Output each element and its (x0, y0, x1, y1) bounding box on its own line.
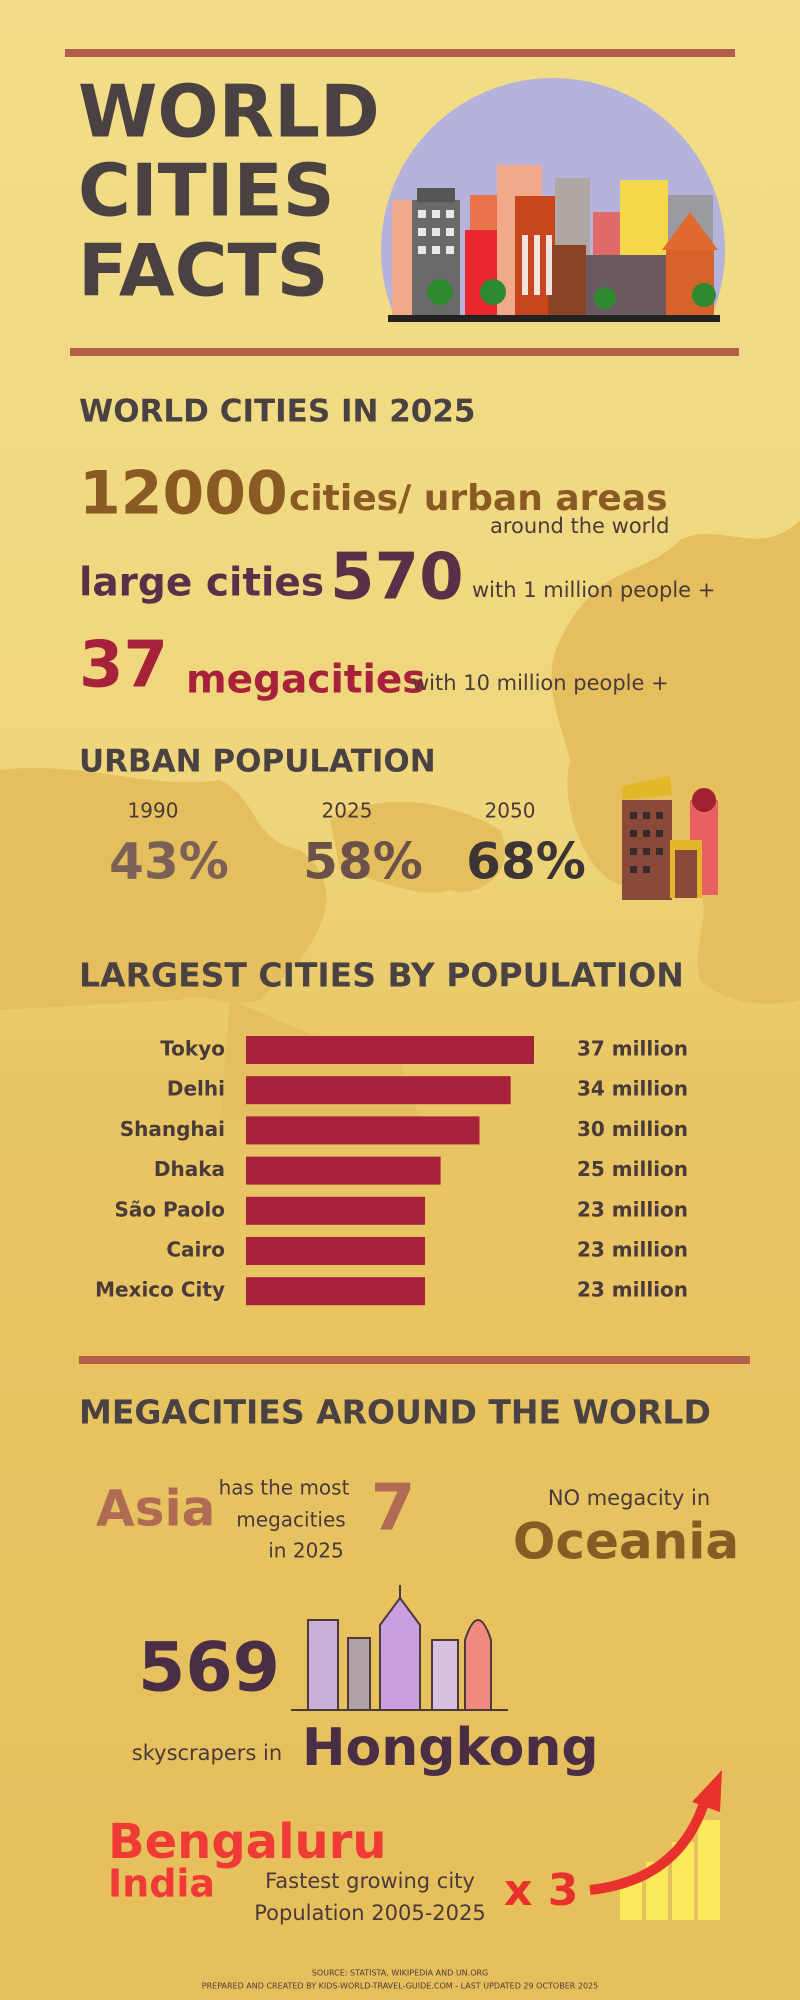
asia-count: 7 (371, 1472, 416, 1546)
cities-number: 12000 (79, 459, 288, 529)
large-number: 570 (330, 541, 464, 615)
title-line: FACTS (78, 229, 328, 313)
section-heading: URBAN POPULATION (79, 744, 436, 780)
mega-label: megacities (186, 658, 425, 703)
growth-factor: x 3 (504, 1865, 578, 1916)
oceania: Oceania (513, 1513, 739, 1571)
bar (246, 1076, 511, 1105)
bar (246, 1277, 426, 1306)
header-rule (70, 348, 739, 356)
value-label: 23 million (577, 1238, 688, 1262)
cities-note: around the world (490, 514, 669, 538)
value-label: 30 million (577, 1117, 688, 1141)
india: India (108, 1862, 215, 1906)
title-line: CITIES (78, 149, 335, 233)
section-heading: MEGACITIES AROUND THE WORLD (79, 1393, 711, 1432)
footer-credit: PREPARED AND CREATED BY KIDS-WORLD-TRAVE… (202, 1982, 598, 1991)
urban-population: 1990 43% 2025 58% 2050 68% (109, 799, 586, 891)
bar (246, 1116, 480, 1145)
urban-share: 68% (466, 833, 586, 891)
mega-note: with 10 million people + (412, 671, 669, 695)
value-label: 25 million (577, 1157, 688, 1181)
footer: SOURCE: STATISTA, WIKIPEDIA AND UN.ORG P… (202, 1969, 598, 1991)
chart-title: LARGEST CITIES BY POPULATION (79, 956, 684, 995)
section-rule (79, 1356, 750, 1364)
category-label: Tokyo (160, 1037, 225, 1061)
urban-share: 43% (109, 833, 229, 891)
asia-note: has the most megacities in 2025 (219, 1476, 350, 1563)
section-heading: WORLD CITIES IN 2025 (79, 394, 476, 430)
city-illustration (381, 78, 725, 322)
category-label: Delhi (167, 1077, 225, 1101)
top-rule (65, 49, 735, 57)
category-label: Mexico City (95, 1278, 225, 1302)
bar-chart: Tokyo 37 million Delhi 34 million Shanghai 30… (95, 1036, 688, 1306)
bar (246, 1156, 441, 1185)
value-label: 37 million (577, 1037, 688, 1061)
skyline-illustration (291, 1585, 508, 1711)
title-line: WORLD (78, 70, 380, 154)
growth-note-line: Fastest growing city (265, 1869, 475, 1893)
growth-illustration (589, 1770, 722, 1920)
large-label: large cities (79, 561, 324, 606)
title: WORLD CITIES FACTS (78, 70, 380, 313)
year: 1990 (128, 799, 179, 823)
cities-label: cities/ urban areas (289, 478, 668, 519)
bengaluru: Bengaluru (108, 1814, 387, 1870)
building-icon (622, 776, 718, 900)
asia-note-line: in 2025 (268, 1539, 344, 1563)
bar (246, 1237, 426, 1265)
hongkong: Hongkong (302, 1718, 599, 1778)
asia-note-line: megacities (236, 1508, 345, 1532)
value-label: 23 million (577, 1278, 688, 1302)
skyscrapers-number: 569 (138, 1629, 280, 1708)
oceania-note: NO megacity in (548, 1486, 710, 1510)
large-note: with 1 million people + (472, 578, 715, 602)
footer-source: SOURCE: STATISTA, WIKIPEDIA AND UN.ORG (312, 1969, 489, 1978)
category-label: Dhaka (154, 1157, 225, 1181)
bar (246, 1196, 426, 1225)
skyscrapers-note: skyscrapers in (132, 1741, 282, 1765)
category-label: Cairo (166, 1238, 225, 1262)
growth-note-line: Population 2005-2025 (254, 1901, 485, 1925)
year: 2025 (322, 799, 373, 823)
category-label: Shanghai (120, 1117, 225, 1141)
value-label: 23 million (577, 1197, 688, 1221)
year: 2050 (485, 799, 536, 823)
asia: Asia (96, 1480, 215, 1538)
urban-share: 58% (303, 833, 423, 891)
growth-note: Fastest growing city Population 2005-202… (254, 1869, 485, 1925)
bar (246, 1036, 534, 1064)
category-label: São Paolo (114, 1197, 225, 1221)
mega-number: 37 (79, 629, 168, 703)
value-label: 34 million (577, 1077, 688, 1101)
asia-note-line: has the most (219, 1476, 350, 1500)
